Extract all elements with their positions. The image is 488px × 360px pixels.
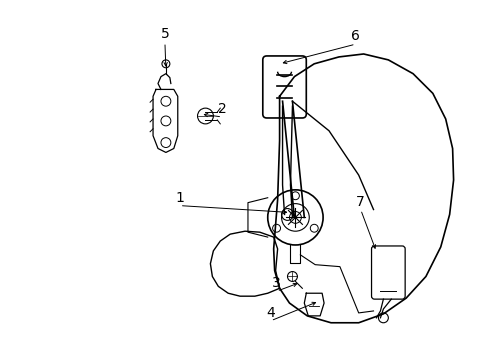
Text: 5: 5 — [160, 27, 169, 41]
Text: 6: 6 — [350, 29, 360, 43]
FancyBboxPatch shape — [262, 56, 305, 118]
Text: 3: 3 — [272, 276, 281, 291]
Text: 2: 2 — [218, 102, 226, 116]
Text: 4: 4 — [266, 306, 275, 320]
Text: 1: 1 — [175, 191, 184, 205]
FancyBboxPatch shape — [371, 246, 405, 299]
Text: 7: 7 — [356, 195, 365, 209]
